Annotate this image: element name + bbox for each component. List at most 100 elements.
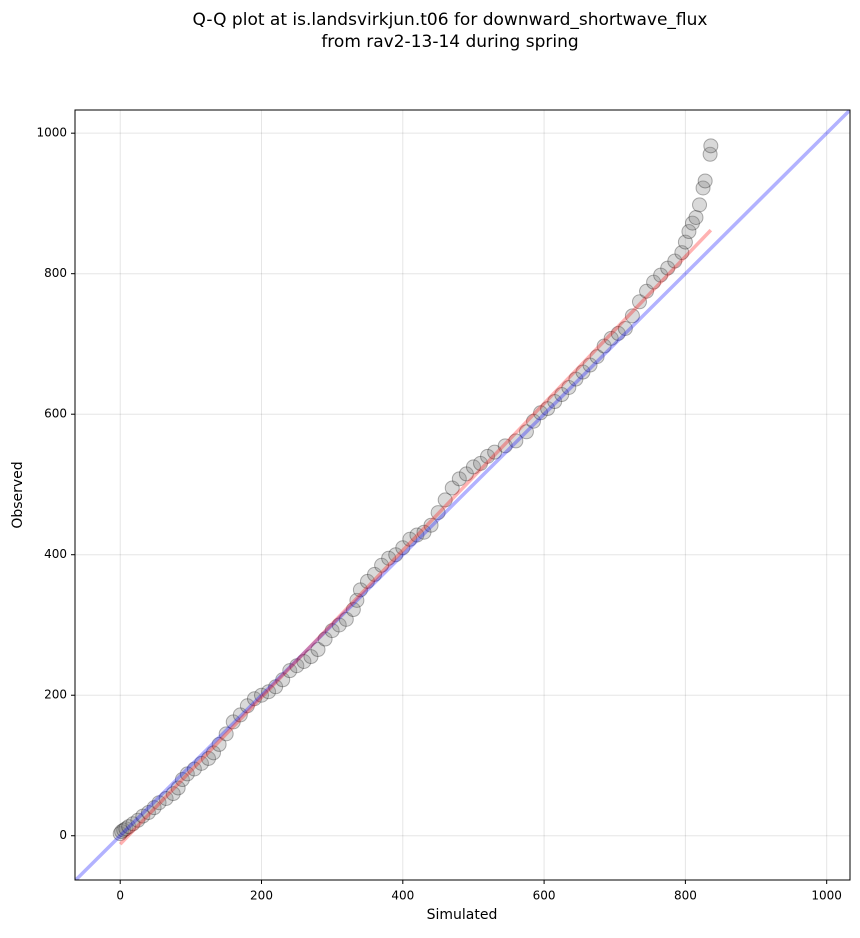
qq-point — [430, 505, 446, 521]
qq-point — [653, 267, 669, 283]
qq-point — [702, 146, 718, 162]
qq-point — [296, 654, 312, 670]
qq-point — [533, 405, 549, 421]
qq-point — [487, 444, 503, 460]
qq-point — [324, 623, 340, 639]
x-tick-label: 600 — [533, 889, 556, 903]
y-axis-label: Observed — [10, 461, 26, 528]
qq-point — [423, 517, 439, 533]
qq-point — [540, 401, 556, 417]
qq-point — [395, 540, 411, 556]
qq-point — [218, 726, 234, 742]
x-tick-label: 400 — [391, 889, 414, 903]
qq-point — [201, 750, 217, 766]
qq-point — [116, 822, 132, 838]
chart-subtitle: from rav2-13-14 during spring — [321, 32, 578, 52]
qq-point — [624, 308, 640, 324]
qq-point — [674, 245, 690, 261]
qq-point — [349, 592, 365, 608]
qq-point — [589, 349, 605, 365]
qq-point — [130, 812, 146, 828]
y-tick-label: 0 — [59, 828, 67, 842]
qq-point — [186, 761, 202, 777]
x-tick-label: 800 — [674, 889, 697, 903]
qq-point — [374, 557, 390, 573]
qq-point — [646, 274, 662, 290]
qq-point — [388, 547, 404, 563]
qq-point — [610, 325, 626, 341]
y-tick-label: 800 — [44, 266, 67, 280]
reference-line — [75, 110, 850, 880]
qq-point — [338, 611, 354, 627]
qq-point — [261, 684, 277, 700]
qq-point — [444, 480, 460, 496]
qq-point — [692, 197, 708, 213]
qq-point — [112, 826, 128, 842]
qq-point — [667, 253, 683, 269]
qq-point — [688, 209, 704, 225]
qq-point — [416, 524, 432, 540]
qq-point — [205, 745, 221, 761]
x-axis-label: Simulated — [427, 907, 498, 923]
qq-point — [381, 550, 397, 566]
axes-frame — [74, 109, 851, 881]
qq-point — [125, 816, 141, 832]
y-tick-label: 200 — [44, 688, 67, 702]
qq-point — [135, 808, 151, 824]
qq-point — [561, 380, 577, 396]
y-tick-label: 1000 — [36, 126, 67, 140]
qq-point — [660, 260, 676, 276]
qq-point — [458, 466, 474, 482]
qq-point — [603, 330, 619, 346]
x-tick-label: 200 — [250, 889, 273, 903]
qq-point — [359, 573, 375, 589]
qq-point — [239, 698, 255, 714]
qq-point — [165, 786, 181, 802]
qq-point — [697, 173, 713, 189]
qq-point — [465, 459, 481, 475]
qq-point — [275, 672, 291, 688]
qq-point — [170, 780, 186, 796]
qq-point — [677, 234, 693, 250]
qq-point — [367, 566, 383, 582]
qq-point — [402, 531, 418, 547]
qq-point — [631, 294, 647, 310]
qq-point — [451, 471, 467, 487]
qq-point — [211, 736, 227, 752]
qq-point — [121, 819, 137, 835]
qq-point — [568, 371, 584, 387]
qq-point — [268, 679, 284, 695]
qq-point — [617, 320, 633, 336]
qq-point — [575, 364, 591, 380]
qq-point — [174, 772, 190, 788]
qq-point — [526, 413, 542, 429]
qq-point — [703, 138, 719, 154]
qq-point — [232, 707, 248, 723]
qq-point — [508, 433, 524, 449]
qq-point — [547, 394, 563, 410]
x-tick-label: 1000 — [811, 889, 842, 903]
y-tick-label: 600 — [44, 407, 67, 421]
qq-point — [409, 527, 425, 543]
qq-point — [225, 714, 241, 730]
qq-point — [193, 755, 209, 771]
qq-point — [282, 663, 298, 679]
reference-line — [118, 228, 713, 846]
qq-point — [681, 224, 697, 240]
x-tick-label: 0 — [116, 889, 124, 903]
y-tick-label: 400 — [44, 547, 67, 561]
qq-point — [352, 582, 368, 598]
qq-point — [118, 821, 134, 837]
qq-point — [473, 455, 489, 471]
qq-point — [554, 387, 570, 403]
qq-point — [582, 357, 598, 373]
qq-point — [684, 215, 700, 231]
qq-point — [151, 795, 167, 811]
qq-point — [317, 631, 333, 647]
qq-point — [158, 791, 174, 807]
qq-point — [303, 649, 319, 665]
qq-point — [437, 492, 453, 508]
qq-point — [254, 687, 270, 703]
qq-point — [114, 824, 130, 840]
qq-point — [140, 805, 156, 821]
